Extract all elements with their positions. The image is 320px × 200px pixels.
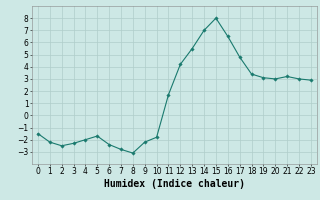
- X-axis label: Humidex (Indice chaleur): Humidex (Indice chaleur): [104, 179, 245, 189]
